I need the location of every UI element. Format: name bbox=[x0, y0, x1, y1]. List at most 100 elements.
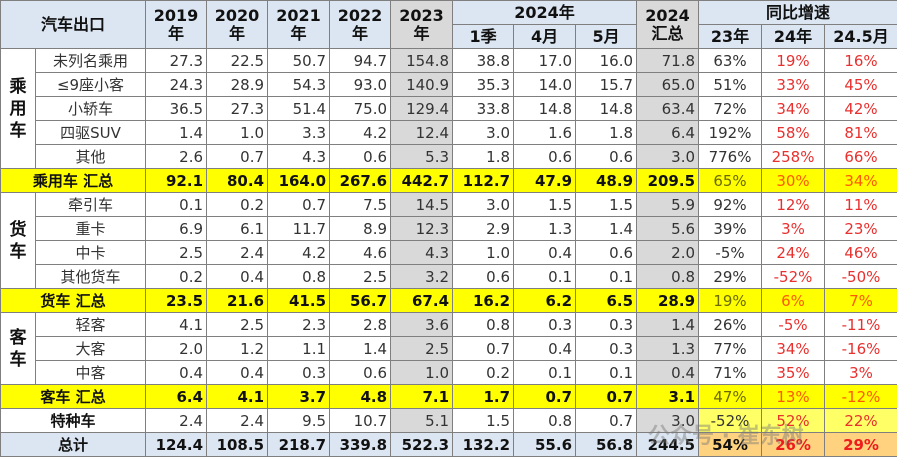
value-cell: 0.7 bbox=[575, 408, 638, 433]
value-cell: 28.9 bbox=[636, 288, 700, 313]
value-cell: 1.3 bbox=[636, 336, 700, 361]
value-cell: 2.3 bbox=[267, 312, 331, 337]
growth-cell: 58% bbox=[761, 120, 826, 145]
growth-header: 23年 bbox=[698, 24, 763, 49]
year-header: 2019 年 bbox=[145, 0, 208, 49]
growth-cell: -52% bbox=[761, 264, 826, 289]
value-cell: 154.8 bbox=[390, 48, 454, 73]
value-cell: 0.3 bbox=[575, 336, 638, 361]
growth-cell: 26% bbox=[698, 312, 763, 337]
growth-cell: 16% bbox=[824, 48, 897, 73]
value-cell: 4.1 bbox=[206, 384, 269, 409]
total-2024-header: 2024 汇总 bbox=[636, 0, 700, 49]
growth-cell: 34% bbox=[761, 96, 826, 121]
value-cell: 12.4 bbox=[390, 120, 454, 145]
growth-cell: 3% bbox=[824, 360, 897, 385]
growth-cell: 29% bbox=[824, 432, 897, 457]
growth-cell: 776% bbox=[698, 144, 763, 169]
row-name: 未列名乘用 bbox=[34, 48, 147, 73]
period-header: 5月 bbox=[575, 24, 638, 49]
value-cell: 0.6 bbox=[513, 144, 577, 169]
value-cell: 6.4 bbox=[636, 120, 700, 145]
row-name: 客车 汇总 bbox=[0, 384, 147, 409]
value-cell: 1.8 bbox=[575, 120, 638, 145]
value-cell: 12.3 bbox=[390, 216, 454, 241]
value-cell: 2.9 bbox=[452, 216, 515, 241]
group-label-char: 客 bbox=[9, 327, 27, 348]
value-cell: 14.8 bbox=[513, 96, 577, 121]
value-cell: 4.3 bbox=[390, 240, 454, 265]
row-name: ≤9座小客 bbox=[34, 72, 147, 97]
value-cell: 27.3 bbox=[206, 96, 269, 121]
row-name: 小轿车 bbox=[34, 96, 147, 121]
value-cell: 5.9 bbox=[636, 192, 700, 217]
value-cell: 3.1 bbox=[636, 384, 700, 409]
table-row: 小轿车 36.5 27.3 51.4 75.0 129.4 33.8 14.8 14.8 63.4… bbox=[1, 96, 897, 121]
value-cell: 48.9 bbox=[575, 168, 638, 193]
value-cell: 80.4 bbox=[206, 168, 269, 193]
growth-cell: 258% bbox=[761, 144, 826, 169]
value-cell: 33.8 bbox=[452, 96, 515, 121]
value-cell: 132.2 bbox=[452, 432, 515, 457]
row-name: 中客 bbox=[34, 360, 147, 385]
value-cell: 4.6 bbox=[329, 240, 392, 265]
value-cell: 1.7 bbox=[452, 384, 515, 409]
group-label-char: 车 bbox=[9, 120, 27, 141]
growth-cell: 42% bbox=[824, 96, 897, 121]
value-cell: 112.7 bbox=[452, 168, 515, 193]
value-cell: 0.3 bbox=[267, 360, 331, 385]
value-cell: 339.8 bbox=[329, 432, 392, 457]
growth-cell: 66% bbox=[824, 144, 897, 169]
value-cell: 0.2 bbox=[206, 192, 269, 217]
value-cell: 4.2 bbox=[329, 120, 392, 145]
growth-cell: 52% bbox=[761, 408, 826, 433]
value-cell: 1.8 bbox=[452, 144, 515, 169]
growth-cell: 19% bbox=[698, 288, 763, 313]
value-cell: 2.5 bbox=[329, 264, 392, 289]
group-label-char: 车 bbox=[9, 241, 27, 262]
value-cell: 23.5 bbox=[145, 288, 208, 313]
value-cell: 75.0 bbox=[329, 96, 392, 121]
group-label-char: 货 bbox=[9, 219, 27, 240]
value-cell: 2.5 bbox=[206, 312, 269, 337]
value-cell: 14.0 bbox=[513, 72, 577, 97]
value-cell: 164.0 bbox=[267, 168, 331, 193]
growth-cell: -5% bbox=[698, 240, 763, 265]
group-header-2024: 2024年 bbox=[452, 0, 638, 25]
growth-cell: 45% bbox=[824, 72, 897, 97]
header-row: 1季 4月 5月 23年 24年 24.5月 bbox=[1, 24, 897, 49]
value-cell: 3.3 bbox=[267, 120, 331, 145]
row-name: 轻客 bbox=[34, 312, 147, 337]
growth-cell: 34% bbox=[824, 168, 897, 193]
value-cell: 0.8 bbox=[267, 264, 331, 289]
value-cell: 7.5 bbox=[329, 192, 392, 217]
table-row: 特种车 2.4 2.4 9.5 10.7 5.1 1.5 0.8 0.7 3.0 -52% 52% 22… bbox=[0, 408, 897, 433]
value-cell: 0.1 bbox=[575, 264, 638, 289]
growth-cell: 77% bbox=[698, 336, 763, 361]
value-cell: 5.6 bbox=[636, 216, 700, 241]
value-cell: 24.3 bbox=[145, 72, 208, 97]
table-title: 汽车出口 bbox=[0, 0, 147, 49]
value-cell: 6.1 bbox=[206, 216, 269, 241]
growth-cell: 71% bbox=[698, 360, 763, 385]
growth-cell: 51% bbox=[698, 72, 763, 97]
growth-cell: 35% bbox=[761, 360, 826, 385]
value-cell: 16.2 bbox=[452, 288, 515, 313]
value-cell: 3.6 bbox=[390, 312, 454, 337]
growth-cell: 13% bbox=[761, 384, 826, 409]
value-cell: 0.4 bbox=[513, 336, 577, 361]
value-cell: 0.2 bbox=[452, 360, 515, 385]
value-cell: 1.0 bbox=[206, 120, 269, 145]
table-row: 乘用车未列名乘用 27.3 22.5 50.7 94.7 154.8 38.8 17.0 16.… bbox=[0, 48, 897, 169]
value-cell: 0.7 bbox=[267, 192, 331, 217]
value-cell: 36.5 bbox=[145, 96, 208, 121]
value-cell: 3.0 bbox=[636, 408, 700, 433]
value-cell: 35.3 bbox=[452, 72, 515, 97]
header-row: 汽车出口 2019 年 2020 年 2021 年 2022 年 2023 年 2024年 2… bbox=[0, 0, 897, 49]
table-row: 其他 2.6 0.7 4.3 0.6 5.3 1.8 0.6 0.6 3.0 776% 258% 66% bbox=[1, 144, 897, 169]
value-cell: 1.5 bbox=[575, 192, 638, 217]
growth-cell: -16% bbox=[824, 336, 897, 361]
value-cell: 244.5 bbox=[636, 432, 700, 457]
value-cell: 1.3 bbox=[513, 216, 577, 241]
table-row: ≤9座小客 24.3 28.9 54.3 93.0 140.9 35.3 14.0 15.7 65… bbox=[1, 72, 897, 97]
